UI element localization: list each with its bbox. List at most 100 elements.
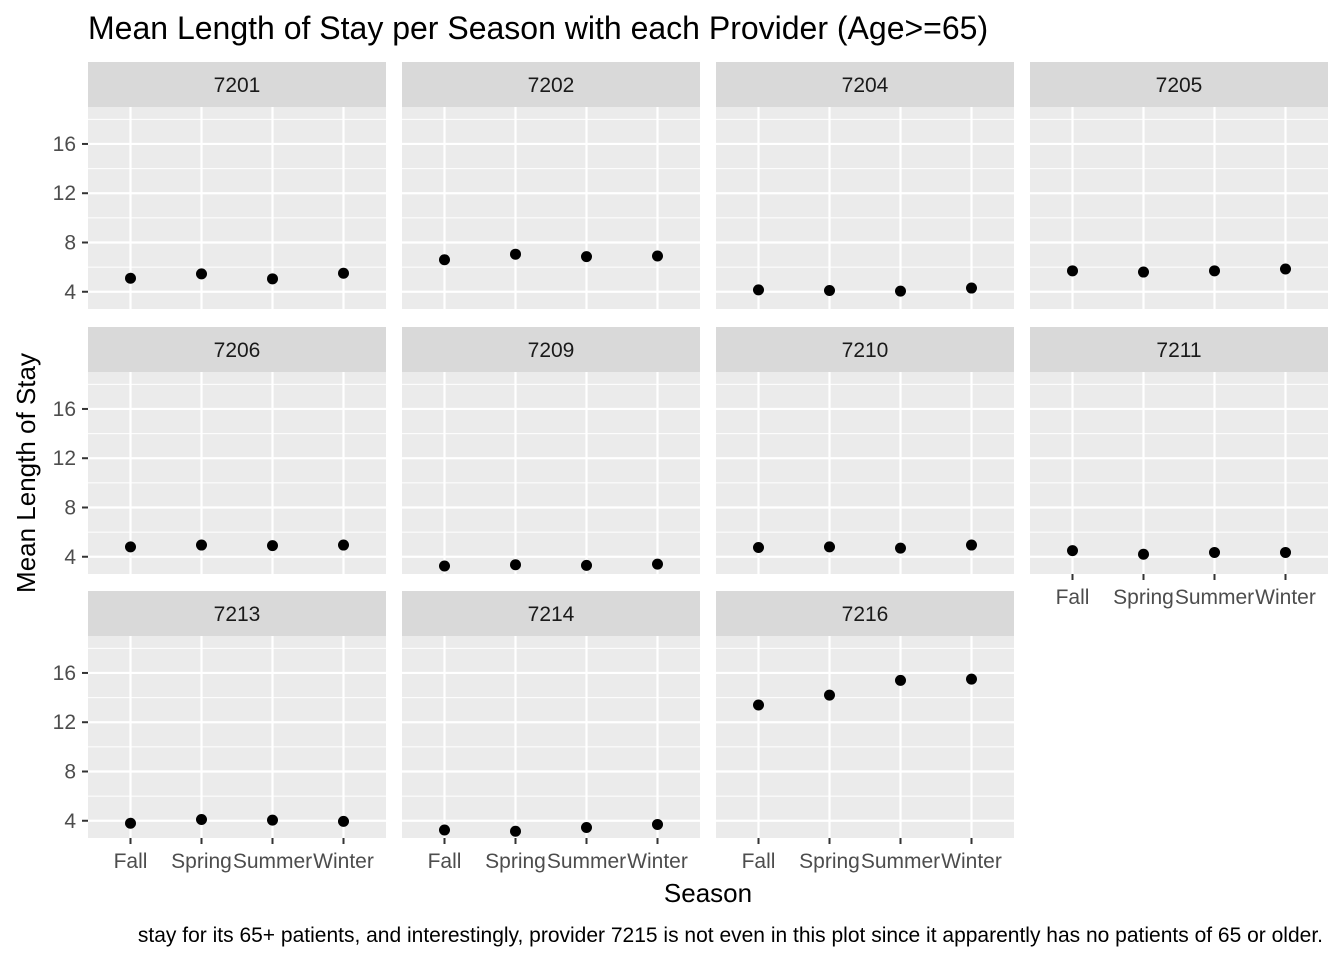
x-tick-label: Fall — [114, 850, 148, 873]
facet-strip-label: 7214 — [528, 603, 575, 626]
data-point — [895, 674, 906, 686]
data-point — [824, 689, 835, 701]
data-point — [196, 814, 207, 826]
facet-strip-label: 7211 — [1156, 339, 1201, 362]
data-point — [824, 541, 835, 553]
panel-background — [716, 372, 1014, 574]
data-point — [439, 560, 450, 572]
x-tick-label: Winter — [313, 850, 374, 873]
x-tick-label: Summer — [1175, 586, 1254, 609]
data-point — [581, 251, 592, 263]
data-point — [1138, 266, 1149, 278]
facet-7210: 7210 — [716, 327, 1014, 574]
data-point — [581, 822, 592, 834]
chart-title: Mean Length of Stay per Season with each… — [88, 10, 988, 46]
facet-strip-label: 7206 — [214, 339, 261, 362]
facet-strip-label: 7204 — [842, 74, 889, 97]
x-tick-label: Fall — [1056, 586, 1090, 609]
y-tick-label: 12 — [53, 711, 76, 734]
data-point — [439, 824, 450, 836]
y-tick-label: 8 — [64, 760, 76, 783]
data-point — [966, 673, 977, 685]
facet-7211: 7211 Fall Spring Summer Winter — [1030, 327, 1328, 609]
y-tick-label: 16 — [53, 662, 76, 685]
data-point — [652, 250, 663, 262]
facet-strip — [1030, 327, 1328, 372]
facet-7214: 7214 Fall Spring Summer Winter — [402, 591, 700, 873]
facet-strip-label: 7201 — [214, 74, 261, 97]
panel-background — [1030, 372, 1328, 574]
facet-strip-label: 7210 — [842, 339, 889, 362]
data-point — [196, 539, 207, 551]
x-tick-label: Summer — [547, 850, 626, 873]
data-point — [895, 285, 906, 297]
data-point — [125, 541, 136, 553]
data-point — [267, 273, 278, 285]
y-tick-label: 12 — [53, 447, 76, 470]
data-point — [753, 284, 764, 296]
data-point — [1280, 263, 1291, 275]
data-point — [510, 559, 521, 571]
facet-strip — [716, 62, 1014, 107]
facet-strip-label: 7213 — [214, 603, 261, 626]
facet-strip — [1030, 62, 1328, 107]
x-tick-label: Summer — [233, 850, 312, 873]
facet-strip — [88, 591, 386, 636]
facet-strip — [88, 62, 386, 107]
facet-strip — [402, 591, 700, 636]
facet-strip-label: 7205 — [1156, 74, 1203, 97]
data-point — [125, 817, 136, 829]
facet-7209: 7209 — [402, 327, 700, 574]
panel-background — [88, 636, 386, 838]
facet-7202: 7202 — [402, 62, 700, 309]
data-point — [510, 248, 521, 260]
data-point — [338, 815, 349, 827]
panel-background — [402, 636, 700, 838]
panel-background — [88, 372, 386, 574]
x-tick-label: Spring — [485, 850, 546, 873]
y-axis-title: Mean Length of Stay — [11, 353, 41, 593]
data-point — [966, 282, 977, 294]
data-point — [895, 542, 906, 554]
data-point — [1209, 265, 1220, 277]
x-tick-label: Spring — [171, 850, 232, 873]
facet-strip — [88, 327, 386, 372]
x-tick-label: Winter — [941, 850, 1002, 873]
panel-background — [1030, 107, 1328, 309]
data-point — [581, 559, 592, 571]
data-point — [196, 268, 207, 280]
facet-strip — [716, 591, 1014, 636]
y-tick-label: 8 — [64, 231, 76, 254]
y-tick-label: 4 — [64, 281, 76, 304]
data-point — [1067, 545, 1078, 557]
panel-background — [716, 636, 1014, 838]
facet-strip-label: 7216 — [842, 603, 889, 626]
caption: stay for its 65+ patients, and interesti… — [138, 924, 1323, 947]
data-point — [753, 542, 764, 554]
data-point — [125, 272, 136, 284]
facet-strip — [402, 62, 700, 107]
data-point — [652, 558, 663, 570]
facet-7216: 7216 Fall Spring Summer Winter — [716, 591, 1014, 873]
y-tick-label: 4 — [64, 810, 76, 833]
facet-strip-label: 7202 — [528, 74, 575, 97]
facet-strip — [402, 327, 700, 372]
x-tick-label: Winter — [1255, 586, 1316, 609]
y-tick-label: 16 — [53, 133, 76, 156]
data-point — [1138, 548, 1149, 560]
panel-background — [88, 107, 386, 309]
y-tick-label: 8 — [64, 496, 76, 519]
x-tick-label: Spring — [1113, 586, 1174, 609]
data-point — [1280, 546, 1291, 558]
data-point — [338, 267, 349, 279]
y-tick-label: 4 — [64, 546, 76, 569]
y-tick-label: 12 — [53, 182, 76, 205]
x-axis-title: Season — [664, 878, 752, 908]
facet-7205: 7205 — [1030, 62, 1328, 309]
data-point — [1209, 546, 1220, 558]
facet-7204: 7204 — [716, 62, 1014, 309]
x-tick-label: Fall — [742, 850, 776, 873]
data-point — [966, 539, 977, 551]
x-tick-label: Winter — [627, 850, 688, 873]
